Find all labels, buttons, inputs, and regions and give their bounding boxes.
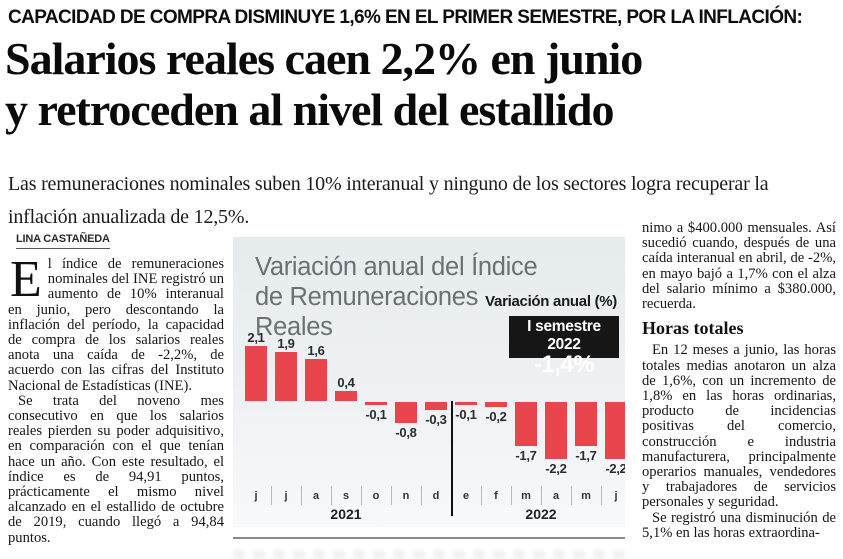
semester-summary-badge: I semestre 2022 -1,4%	[509, 316, 619, 377]
kicker: CAPACIDAD DE COMPRA DISMINUYE 1,6% EN EL…	[8, 7, 803, 28]
bar-value-label: 0,4	[337, 375, 355, 390]
month-separator	[481, 486, 482, 505]
month-separator	[331, 486, 332, 505]
bar	[485, 402, 507, 407]
year-divider-line	[451, 401, 453, 516]
year-axis-label: 2021	[330, 506, 362, 522]
section-heading: Horas totales	[642, 318, 744, 339]
month-axis-label: m	[521, 490, 531, 502]
left-paragraph-2: Se trata del noveno mes consecutivo en q…	[8, 392, 224, 546]
bar	[275, 352, 297, 401]
month-axis-label: o	[372, 490, 380, 502]
bar-value-label: 2,1	[247, 330, 265, 345]
bar	[455, 402, 477, 405]
dropcap: E	[10, 257, 42, 308]
month-axis-label: j	[254, 490, 258, 502]
bar	[365, 402, 387, 405]
left-paragraph-1-text: l índice de remuneraciones nominales del…	[8, 257, 224, 394]
badge-value: -1,4%	[533, 351, 595, 378]
byline: LINA CASTAÑEDA	[16, 233, 110, 249]
bar	[605, 402, 625, 459]
month-axis-label: m	[581, 490, 591, 502]
chart-title: Variación anual del Índice de Remuneraci…	[255, 252, 555, 342]
month-separator	[361, 486, 362, 505]
month-separator	[541, 486, 542, 505]
month-separator	[391, 486, 392, 505]
bar-value-label: 1,6	[307, 343, 325, 358]
bar	[245, 346, 267, 401]
month-separator	[601, 486, 602, 505]
month-axis-label: d	[432, 490, 440, 502]
bar-value-label: -0,8	[395, 425, 417, 440]
chart-bottom-rule	[233, 537, 625, 539]
year-axis-label: 2022	[525, 506, 557, 522]
month-axis-label: a	[552, 490, 560, 502]
bar-value-label: -0,3	[425, 412, 447, 427]
month-separator	[421, 486, 422, 505]
bar-value-label: -0,2	[485, 409, 507, 424]
bar-chart: Variación anual del Índice de Remuneraci…	[233, 237, 625, 527]
month-separator	[571, 486, 572, 505]
cutoff-caption	[233, 550, 625, 559]
month-separator	[271, 486, 272, 505]
badge-label: I semestre 2022	[527, 318, 601, 353]
right-paragraph-2: En 12 meses a junio, las horas totales m…	[642, 342, 836, 511]
month-axis-label: j	[284, 490, 288, 502]
right-column: nimo a $400.000 mensuales. Así sucedió c…	[642, 221, 836, 559]
bar-value-label: -2,2	[545, 461, 567, 476]
headline-line-1: Salarios reales caen 2,2% en junio	[5, 33, 643, 84]
chart-title-line-1: Variación anual del Índice	[255, 253, 538, 281]
bar-value-label: -2,2	[605, 461, 625, 476]
bar	[545, 402, 567, 459]
bar	[575, 402, 597, 446]
headline-line-2: y retroceden al nivel del estallido	[5, 84, 615, 135]
month-separator	[301, 486, 302, 505]
bar	[425, 402, 447, 410]
bar-value-label: -1,7	[515, 448, 537, 463]
subhead: Las remuneraciones nominales suben 10% i…	[8, 173, 769, 228]
bar	[305, 359, 327, 401]
bar	[335, 391, 357, 401]
chart-unit-label: Variación anual (%)	[485, 293, 617, 310]
bar-value-label: -0,1	[455, 407, 477, 422]
right-paragraph-1: nimo a $400.000 mensuales. Así sucedió c…	[642, 221, 836, 313]
month-axis-label: n	[402, 490, 410, 502]
month-axis-label: s	[342, 490, 350, 502]
month-axis-label: e	[462, 490, 470, 502]
month-axis-label: j	[614, 490, 618, 502]
bar-value-label: -0,1	[365, 407, 387, 422]
month-separator	[511, 486, 512, 505]
month-axis-label: a	[312, 490, 320, 502]
chart-title-line-2: de Remuneraciones Reales	[255, 283, 479, 341]
bar	[395, 402, 417, 423]
bar	[515, 402, 537, 446]
headline: Salarios reales caen 2,2% en junio y ret…	[5, 33, 805, 135]
bar-value-label: 1,9	[277, 336, 295, 351]
right-paragraph-3: Se registró una disminución de 5,1% en l…	[642, 509, 836, 541]
bar-value-label: -1,7	[575, 448, 597, 463]
month-axis-label: f	[494, 490, 498, 502]
